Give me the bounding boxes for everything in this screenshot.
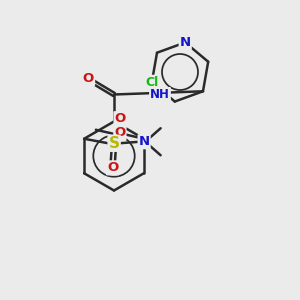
- Text: NH: NH: [150, 88, 170, 101]
- Text: O: O: [107, 161, 118, 174]
- Text: S: S: [109, 136, 120, 151]
- Text: N: N: [139, 135, 150, 148]
- Text: O: O: [114, 126, 125, 139]
- Text: N: N: [180, 36, 191, 49]
- Text: Cl: Cl: [145, 76, 158, 89]
- Text: O: O: [115, 112, 126, 125]
- Text: O: O: [83, 72, 94, 85]
